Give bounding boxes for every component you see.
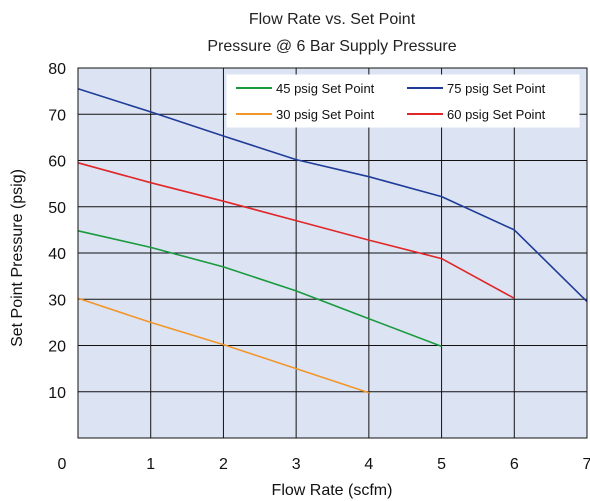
series-line-2 <box>77 297 370 394</box>
chart-title-line-1: Flow Rate vs. Set Point <box>249 11 416 28</box>
x-axis-label: Flow Rate (scfm) <box>272 482 393 499</box>
series-line-3 <box>77 162 515 300</box>
x-tick-label: 7 <box>583 456 590 473</box>
y-tick-label: 70 <box>48 107 66 124</box>
plot-border <box>77 67 588 439</box>
x-tick-label: 0 <box>58 456 67 473</box>
series-lines <box>77 88 588 394</box>
y-axis-ticks: 10 20 30 40 50 60 70 80 <box>48 61 66 402</box>
legend-label: 75 psig Set Point <box>447 81 546 96</box>
x-tick-label: 2 <box>219 456 228 473</box>
y-tick-label: 20 <box>48 339 66 356</box>
x-axis-ticks: 0 1 2 3 4 5 6 7 <box>58 456 590 473</box>
legend-label: 45 psig Set Point <box>276 81 375 96</box>
y-tick-label: 40 <box>48 246 66 263</box>
series-line-0 <box>77 230 442 348</box>
y-tick-label: 10 <box>48 385 66 402</box>
legend: 45 psig Set Point 75 psig Set Point 30 psi… <box>226 74 580 128</box>
y-tick-label: 30 <box>48 292 66 309</box>
legend-label: 60 psig Set Point <box>447 107 546 122</box>
legend-box <box>226 74 580 128</box>
x-tick-label: 1 <box>146 456 155 473</box>
y-axis-label: Set Point Pressure (psig) <box>9 169 26 347</box>
series-line-1 <box>77 88 588 303</box>
y-tick-label: 50 <box>48 200 66 217</box>
legend-label: 30 psig Set Point <box>276 107 375 122</box>
y-tick-label: 60 <box>48 154 66 171</box>
x-tick-label: 5 <box>437 456 446 473</box>
x-tick-label: 4 <box>364 456 373 473</box>
y-tick-label: 80 <box>48 61 66 78</box>
x-tick-label: 6 <box>510 456 519 473</box>
x-tick-label: 3 <box>292 456 301 473</box>
grid-lines <box>78 68 587 438</box>
chart-title-line-2: Pressure @ 6 Bar Supply Pressure <box>207 38 456 55</box>
